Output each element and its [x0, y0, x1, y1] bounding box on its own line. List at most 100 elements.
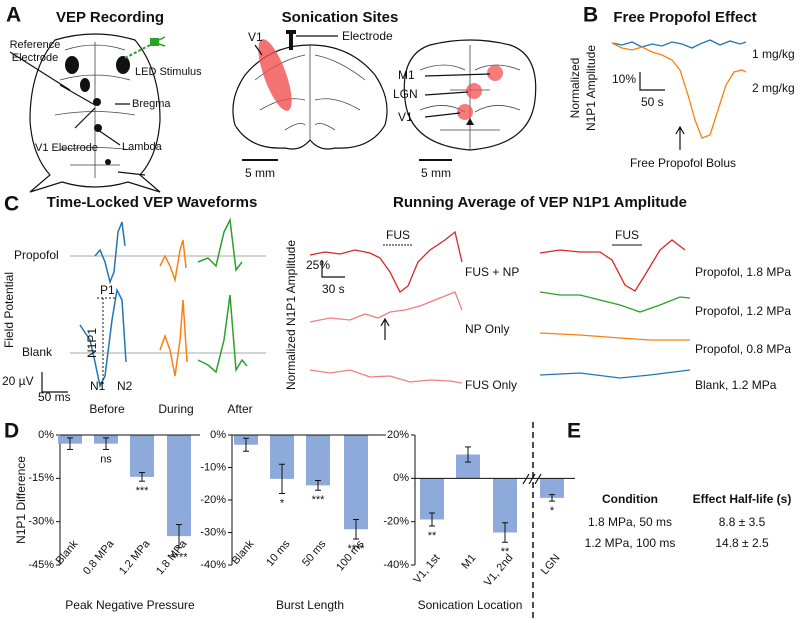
trace-label: FUS + NP [465, 265, 519, 279]
peak-label: P1 [100, 283, 115, 297]
error-bar [353, 519, 359, 540]
label: Reference [10, 39, 61, 51]
bar [167, 435, 191, 537]
x-axis-label: Burst Length [276, 598, 344, 612]
panel-label: D [4, 420, 19, 443]
label: M1 [398, 68, 415, 82]
y-tick-label: -40% [383, 559, 409, 571]
brain-section [232, 30, 537, 161]
axis-label: Field Potential [2, 272, 16, 348]
label: Lambda [122, 141, 163, 153]
scale-label: 50 ms [38, 390, 71, 404]
significance-label: ** [428, 530, 437, 542]
significance-label: * [280, 497, 285, 509]
trace [611, 42, 747, 139]
significance-label: **** [170, 552, 188, 564]
axis-label: Normalized N1P1 Amplitude [284, 240, 298, 390]
row-label: Propofol [14, 248, 59, 262]
label: Electrode [12, 52, 58, 64]
scale-bar [41, 372, 68, 393]
y-tick-label: -10% [200, 461, 226, 473]
significance-label: *** [312, 494, 326, 506]
annotation-line [97, 297, 117, 386]
error-bar [67, 437, 73, 450]
table-cell: 14.8 ± 2.5 [715, 536, 769, 550]
x-tick-label: 50 ms [300, 538, 329, 569]
x-tick-label: Blank [230, 538, 257, 567]
table-header: Effect Half-life (s) [693, 492, 792, 506]
bar [456, 454, 480, 479]
scale-label: 10% [612, 72, 636, 86]
error-bar [315, 480, 321, 491]
peak-label: N1P1 [85, 328, 99, 358]
scale-label: 20 µV [2, 374, 34, 388]
x-tick-label: 0.8 MPa [81, 537, 117, 577]
trace-label: FUS Only [465, 378, 517, 392]
y-tick-label: -20% [200, 494, 226, 506]
x-tick-label: LGN [539, 552, 563, 577]
arrow [380, 317, 390, 340]
error-bar [465, 446, 471, 463]
panel-label: C [4, 193, 19, 216]
y-tick-label: 0% [210, 429, 226, 441]
significance-label: ns [100, 453, 112, 465]
axis-break [522, 473, 542, 485]
y-tick-label: -20% [383, 516, 409, 528]
peak-label: N2 [117, 379, 133, 393]
table-cell: 8.8 ± 3.5 [719, 515, 766, 529]
y-tick-label: -30% [200, 526, 226, 538]
x-axis-label: Peak Negative Pressure [65, 598, 195, 612]
bar [306, 435, 330, 486]
column-label: During [158, 402, 193, 416]
x-tick-label: V1, 1st [411, 552, 442, 586]
fus-label: FUS [386, 228, 410, 242]
skull-drawing [9, 33, 166, 193]
trace [611, 39, 747, 49]
bar [344, 435, 368, 530]
label: V1 [248, 30, 263, 44]
x-tick-label: M1 [460, 552, 479, 571]
significance-label: ** [501, 546, 510, 558]
label: V1 [398, 110, 413, 124]
scale-bar [321, 260, 345, 278]
axis-label: N1P1 Difference [14, 456, 28, 544]
y-tick-label: 20% [387, 429, 409, 441]
error-bar [502, 522, 508, 543]
y-tick-label: 0% [38, 429, 54, 441]
scale-bar [639, 72, 665, 91]
trace-label: Blank, 1.2 MPa [695, 378, 777, 392]
legend-label: 1 mg/kg [752, 47, 795, 61]
peak-label: N1 [90, 379, 106, 393]
table-header: Condition [602, 492, 658, 506]
scale-label: 25% [306, 258, 330, 272]
x-tick-label: V1, 2nd [482, 552, 516, 589]
panel-title: Time-Locked VEP Waveforms [47, 194, 258, 211]
significance-label: **** [347, 543, 365, 555]
waveforms [79, 217, 248, 389]
annotation: Free Propofol Bolus [630, 156, 736, 170]
y-tick-label: 0% [393, 472, 409, 484]
x-tick-label: 1.2 MPa [117, 537, 153, 577]
y-tick-label: -45% [28, 559, 54, 571]
error-bar [139, 472, 145, 482]
error-bar [429, 512, 435, 527]
error-bar [176, 524, 182, 549]
panel-title: Sonication Sites [282, 9, 399, 26]
trace-label: Propofol, 1.8 MPa [695, 265, 791, 279]
panel-title: Free Propofol Effect [613, 9, 756, 26]
trace-label: Propofol, 0.8 MPa [695, 342, 791, 356]
panel-label: A [6, 4, 21, 27]
panel-label: E [567, 420, 581, 443]
y-tick-label: -40% [200, 559, 226, 571]
x-tick-label: Blank [54, 538, 81, 567]
table-cell: 1.2 MPa, 100 ms [585, 536, 676, 550]
y-tick-label: -30% [28, 516, 54, 528]
row-label: Blank [22, 345, 53, 359]
trace-label: Propofol, 1.2 MPa [695, 304, 791, 318]
bar [540, 478, 564, 498]
scale-label: 30 s [322, 282, 345, 296]
error-bar [243, 437, 249, 452]
panel-title: VEP Recording [56, 9, 164, 26]
scale-label: 50 s [641, 95, 664, 109]
